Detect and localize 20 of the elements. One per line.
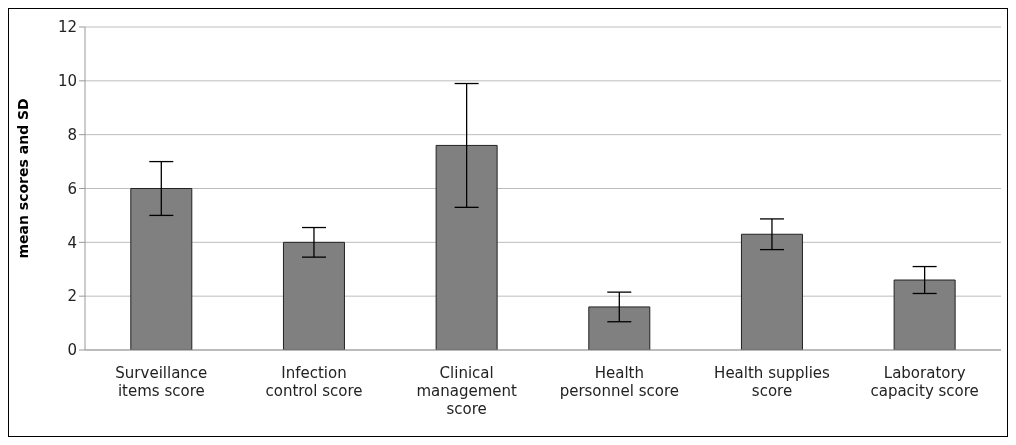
y-tick-label: 2 xyxy=(67,287,77,306)
y-tick-label: 12 xyxy=(57,18,77,37)
y-tick-label: 8 xyxy=(67,125,77,144)
bar xyxy=(893,279,956,350)
y-axis-title: mean scores and SD xyxy=(14,98,31,259)
x-tick-label: Health supplies score xyxy=(714,364,831,400)
x-tick-label: Surveillance items score xyxy=(115,364,208,400)
bar xyxy=(282,241,345,350)
x-tick-label: Infection control score xyxy=(265,364,363,400)
y-tick-label: 6 xyxy=(67,179,77,198)
bar xyxy=(435,144,498,350)
bar xyxy=(740,233,803,350)
bar xyxy=(130,188,193,350)
y-tick-label: 0 xyxy=(67,341,77,360)
x-tick-label: Health personnel score xyxy=(559,364,680,400)
bar xyxy=(588,306,651,350)
x-tick-label: Laboratory capacity score xyxy=(870,364,979,400)
x-tick-label: Clinical management score xyxy=(416,364,518,418)
y-tick-label: 4 xyxy=(67,233,77,252)
y-tick-label: 10 xyxy=(57,72,77,91)
